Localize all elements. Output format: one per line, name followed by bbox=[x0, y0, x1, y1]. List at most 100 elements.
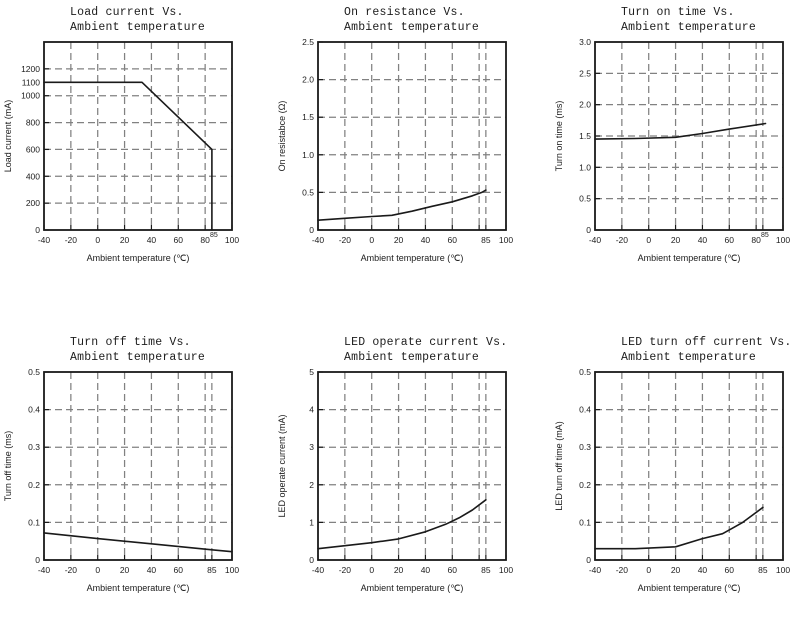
tick-label: 20 bbox=[394, 565, 404, 575]
tick-label: 0 bbox=[586, 555, 591, 565]
tick-label: 0.4 bbox=[579, 405, 591, 415]
tick-label: 80 bbox=[200, 235, 210, 245]
tick-label: -40 bbox=[38, 235, 51, 245]
x-axis: -40 -20 0 20 40 60 85 100 bbox=[589, 555, 790, 575]
chart-title-line2: Ambient temperature bbox=[344, 21, 479, 34]
data-line bbox=[317, 499, 487, 550]
y-axis: 0 1 2 3 4 5 bbox=[309, 367, 323, 565]
tick-label: -40 bbox=[312, 235, 325, 245]
plot-border bbox=[43, 371, 233, 561]
x-axis: -40 -20 0 20 40 60 85 100 bbox=[312, 555, 513, 575]
chart-turn-on-time: Turn on time Vs. Ambient temperature -40… bbox=[551, 0, 811, 300]
tick-label: 100 bbox=[225, 565, 239, 575]
tick-label: 20 bbox=[671, 235, 681, 245]
grid-lines bbox=[44, 372, 232, 560]
tick-label: 3 bbox=[309, 442, 314, 452]
x-axis-label: Ambient temperature (℃) bbox=[87, 253, 190, 263]
plot-border bbox=[317, 371, 507, 561]
tick-label: 60 bbox=[725, 565, 735, 575]
tick-label-small: 85 bbox=[210, 232, 218, 239]
data-line bbox=[594, 506, 764, 550]
tick-label: 2.5 bbox=[302, 37, 314, 47]
tick-label: 20 bbox=[120, 565, 130, 575]
tick-label: 800 bbox=[26, 118, 40, 128]
tick-label: 1.0 bbox=[579, 162, 591, 172]
y-axis: 0 0.5 1.0 1.5 2.0 2.5 bbox=[302, 37, 323, 235]
chart-title-line1: Turn on time Vs. bbox=[621, 6, 735, 19]
tick-label: 1000 bbox=[21, 91, 40, 101]
tick-label: 40 bbox=[421, 565, 431, 575]
y-axis-label: Load current (mA) bbox=[3, 100, 13, 173]
chart-plot-canvas: -40 -20 0 20 40 60 80 85 10002004006008001000110… bbox=[3, 41, 239, 263]
y-axis-label: On resistabce (Ω) bbox=[277, 101, 287, 172]
chart-title: On resistance Vs. Ambient temperature bbox=[344, 5, 479, 35]
tick-label: 20 bbox=[120, 235, 130, 245]
tick-label: 5 bbox=[309, 367, 314, 377]
chart-plot-canvas: -40 -20 0 20 40 60 85 100 0 1 2 3 4 5 Ambient temperat… bbox=[277, 367, 513, 593]
plot-border bbox=[317, 41, 507, 231]
y-axis: 0 200 400 600 800 1000 1100 1200 bbox=[21, 64, 49, 235]
tick-label: 0.3 bbox=[28, 442, 40, 452]
tick-label: 0 bbox=[309, 555, 314, 565]
tick-label: -20 bbox=[339, 565, 352, 575]
tick-label: -20 bbox=[65, 235, 78, 245]
grid-lines bbox=[318, 42, 506, 230]
chart-title-line1: Turn off time Vs. bbox=[70, 336, 191, 349]
tick-label: 40 bbox=[147, 235, 157, 245]
tick-label: -40 bbox=[38, 565, 51, 575]
tick-label: 0 bbox=[35, 555, 40, 565]
chart-title: LED operate current Vs. Ambient temperat… bbox=[344, 335, 507, 365]
chart-title-line1: On resistance Vs. bbox=[344, 6, 465, 19]
tick-label-small: 85 bbox=[761, 232, 769, 239]
tick-label: -20 bbox=[616, 565, 629, 575]
tick-label: 60 bbox=[174, 235, 184, 245]
chart-title: LED turn off current Vs. Ambient tempera… bbox=[621, 335, 791, 365]
tick-label: 0.5 bbox=[579, 194, 591, 204]
chart-title-line2: Ambient temperature bbox=[70, 351, 205, 364]
chart-title-line2: Ambient temperature bbox=[70, 21, 205, 34]
chart-title: Turn on time Vs. Ambient temperature bbox=[621, 5, 756, 35]
tick-label: 1.5 bbox=[302, 112, 314, 122]
tick-label: 85 bbox=[758, 565, 768, 575]
tick-label: 85 bbox=[207, 565, 217, 575]
tick-label: 100 bbox=[776, 565, 790, 575]
y-axis-label: LED turn off time (mA) bbox=[554, 421, 564, 510]
tick-label: 1100 bbox=[22, 77, 41, 87]
chart-plot-canvas: -40 -20 0 20 40 60 85 100 0 0.5 1.0 1.5 2.0 2.5 Ambien… bbox=[277, 37, 513, 263]
tick-label: -20 bbox=[616, 235, 629, 245]
x-axis-label: Ambient temperature (℃) bbox=[361, 583, 464, 593]
tick-label: 0.5 bbox=[302, 187, 314, 197]
data-line bbox=[43, 81, 213, 231]
tick-label: 100 bbox=[499, 565, 513, 575]
tick-label: 60 bbox=[448, 235, 458, 245]
tick-label: 0.1 bbox=[579, 517, 591, 527]
y-axis-label: Turn off time (ms) bbox=[3, 431, 13, 502]
chart-title-line2: Ambient temperature bbox=[621, 21, 756, 34]
chart-title-line1: LED operate current Vs. bbox=[344, 336, 508, 349]
tick-label: 40 bbox=[147, 565, 157, 575]
tick-label: 0.4 bbox=[28, 405, 40, 415]
x-axis: -40 -20 0 20 40 60 85 100 bbox=[312, 225, 513, 245]
data-line bbox=[317, 189, 487, 221]
plot-border bbox=[43, 41, 233, 231]
chart-load-current: Load current Vs. Ambient temperature -40… bbox=[0, 0, 266, 300]
x-axis-label: Ambient temperature (℃) bbox=[87, 583, 190, 593]
tick-label: 3.0 bbox=[579, 37, 591, 47]
tick-label: -40 bbox=[589, 235, 602, 245]
tick-label: 20 bbox=[394, 235, 404, 245]
chart-plot-canvas: -40 -20 0 20 40 60 80 85 100 0 0.5 1.0 1.5 2.0 2.5 3.0 A… bbox=[554, 37, 790, 263]
tick-label: 85 bbox=[481, 235, 491, 245]
grid-lines bbox=[318, 372, 506, 560]
tick-label: 85 bbox=[481, 565, 491, 575]
tick-label: 0.5 bbox=[28, 367, 40, 377]
chart-led-operate-current: LED operate current Vs. Ambient temperat… bbox=[274, 330, 540, 630]
tick-label: 0.5 bbox=[579, 367, 591, 377]
tick-label: 4 bbox=[309, 405, 314, 415]
y-axis: 0 0.1 0.2 0.3 0.4 0.5 bbox=[579, 367, 600, 565]
chart-title-line1: LED turn off current Vs. bbox=[621, 336, 792, 349]
tick-label: 200 bbox=[26, 198, 40, 208]
tick-label: 400 bbox=[26, 171, 40, 181]
tick-label: 2.0 bbox=[579, 100, 591, 110]
tick-label: 0 bbox=[369, 235, 374, 245]
tick-label: -40 bbox=[312, 565, 325, 575]
